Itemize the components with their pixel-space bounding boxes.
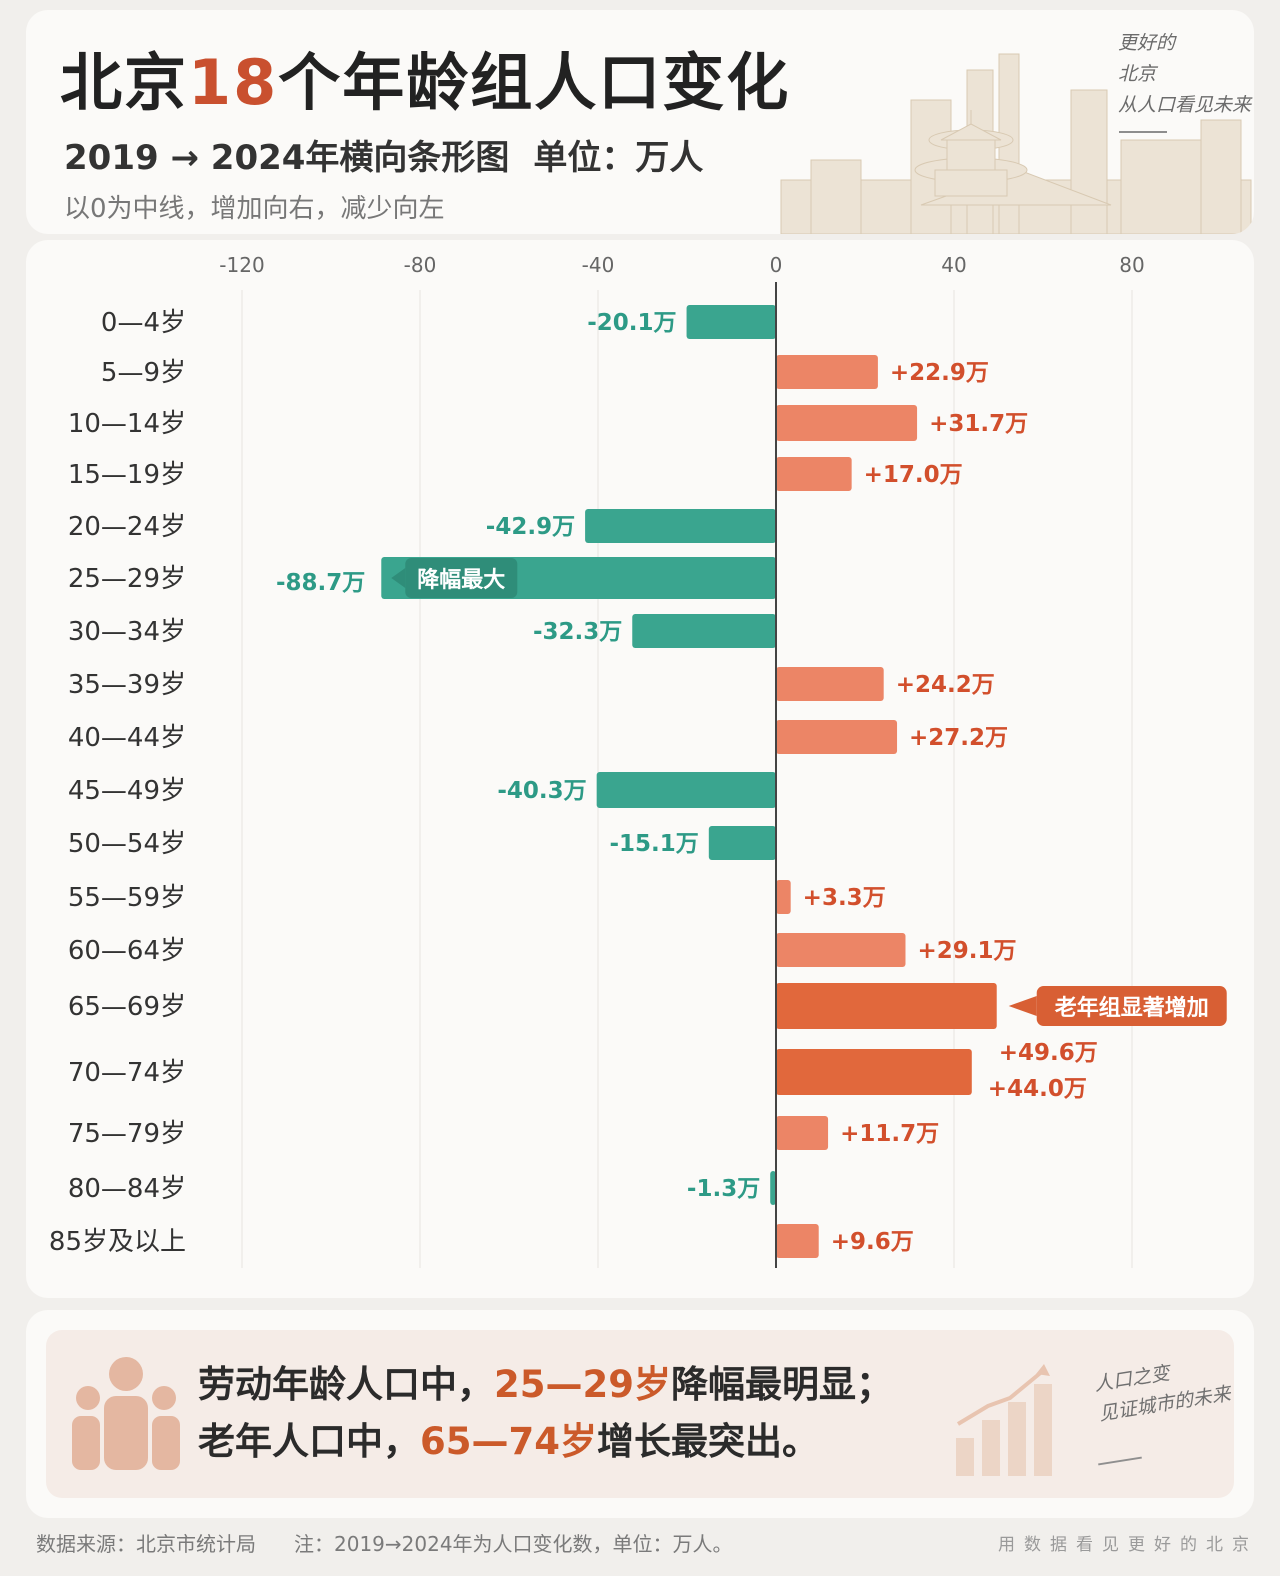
footer-note: 注：2019→2024年为人口变化数，单位：万人。	[294, 1532, 733, 1556]
bar	[596, 772, 776, 808]
category-label: 60—64岁	[68, 936, 186, 966]
bar	[776, 720, 898, 754]
category-label: 75—79岁	[68, 1119, 186, 1149]
summary-panel: 劳动年龄人口中，25—29岁降幅最明显； 老年人口中，65—74岁增长最突出。 …	[46, 1330, 1234, 1498]
callout-box	[1036, 986, 1227, 1026]
value-label: +3.3万	[803, 885, 886, 911]
x-tick-label: 0	[770, 253, 783, 277]
summary-motto: 人口之变 见证城市的未来	[1092, 1349, 1233, 1429]
value-label: +24.2万	[896, 672, 995, 698]
summary-text: 劳动年龄人口中，25—29岁降幅最明显； 老年人口中，65—74岁增长最突出。	[198, 1356, 893, 1470]
category-label: 20—24岁	[68, 512, 186, 542]
category-label: 5—9岁	[101, 358, 186, 388]
page-title: 北京18个年龄组人口变化	[60, 46, 791, 119]
header-motto: 更好的 北京 从人口看见未来	[1118, 28, 1251, 121]
bar	[776, 933, 906, 967]
category-label: 70—74岁	[68, 1058, 186, 1088]
callout-pointer	[391, 568, 406, 588]
data-source: 数据来源：北京市统计局	[36, 1532, 256, 1556]
category-label: 0—4岁	[101, 308, 186, 338]
value-label: -42.9万	[486, 514, 575, 540]
subtitle: 2019 → 2024年横向条形图 单位：万人	[64, 130, 703, 179]
category-label: 85岁及以上	[49, 1227, 186, 1257]
bar	[708, 826, 776, 860]
summary-motto-divider	[1098, 1456, 1142, 1466]
summary-card: 劳动年龄人口中，25—29岁降幅最明显； 老年人口中，65—74岁增长最突出。 …	[26, 1310, 1254, 1518]
value-label: -20.1万	[587, 310, 676, 336]
value-label: +29.1万	[917, 938, 1016, 964]
bar	[776, 667, 884, 701]
motto-line-1: 更好的	[1118, 32, 1176, 54]
category-label: 50—54岁	[68, 829, 186, 859]
footer-slogan: 用数据看见更好的北京	[998, 1535, 1258, 1555]
motto-divider	[1119, 131, 1167, 133]
category-label: 45—49岁	[68, 776, 186, 806]
value-label: +11.7万	[840, 1121, 939, 1147]
summary-line-1: 劳动年龄人口中，25—29岁降幅最明显；	[198, 1363, 893, 1406]
bar	[776, 983, 997, 1029]
value-label: +9.6万	[831, 1229, 914, 1255]
bar	[776, 405, 918, 441]
bar-chart: -120 -80 -40 0 40 80 0—4岁 5—9岁 10—14岁 15—19岁 20—24…	[49, 253, 1227, 1268]
subtitle-text: 2019 → 2024年横向条形图	[64, 138, 510, 178]
value-label: -15.1万	[610, 831, 699, 857]
bar	[776, 355, 878, 389]
value-label: +17.0万	[864, 462, 963, 488]
value-label: -40.3万	[497, 778, 586, 804]
bar	[776, 1116, 829, 1150]
category-label: 40—44岁	[68, 723, 186, 753]
category-label: 30—34岁	[68, 617, 186, 647]
value-label: +27.2万	[909, 725, 1008, 751]
bar	[770, 1171, 776, 1205]
category-label: 15—19岁	[68, 460, 186, 490]
header-card: 北京18个年龄组人口变化 2019 → 2024年横向条形图 单位：万人 以0为中…	[26, 10, 1254, 234]
value-label: -32.3万	[533, 619, 622, 645]
bar	[776, 1049, 972, 1095]
category-label: 35—39岁	[68, 670, 186, 700]
value-label: +44.0万	[988, 1076, 1087, 1102]
callout-pointer	[1008, 996, 1037, 1016]
value-label: -88.7万	[276, 570, 365, 596]
category-label: 55—59岁	[68, 883, 186, 913]
value-label: +31.7万	[929, 411, 1028, 437]
motto-line-3: 从人口看见未来	[1118, 94, 1252, 116]
subtitle-note: 以0为中线，增加向右，减少向左	[64, 194, 445, 224]
bar	[632, 614, 776, 648]
beijing-skyline-illustration	[780, 53, 1252, 234]
callout-label: 老年组显著增加	[1054, 995, 1209, 1021]
callout-label: 降幅最大	[417, 568, 505, 593]
people-group-icon	[72, 1357, 180, 1470]
bar	[585, 509, 776, 543]
x-tick-label: 80	[1119, 253, 1144, 277]
x-tick-label: -120	[219, 253, 264, 277]
bar	[776, 880, 791, 914]
category-label: 65—69岁	[68, 992, 186, 1022]
footer: 数据来源：北京市统计局 注：2019→2024年为人口变化数，单位：万人。	[36, 1528, 733, 1557]
bar	[686, 305, 776, 339]
value-label: +22.9万	[890, 360, 989, 386]
value-label: -1.3万	[687, 1176, 760, 1202]
category-label: 25—29岁	[68, 564, 186, 594]
motto-line-2: 北京	[1118, 63, 1157, 85]
value-label: +49.6万	[999, 1040, 1098, 1066]
callout-box	[405, 558, 518, 598]
growth-chart-icon	[956, 1364, 1052, 1476]
category-label: 80—84岁	[68, 1174, 186, 1204]
bar	[776, 1224, 819, 1258]
chart-card: -120 -80 -40 0 40 80 0—4岁 5—9岁 10—14岁 15—19岁 20—24…	[26, 240, 1254, 1298]
x-tick-label: -40	[582, 253, 615, 277]
category-label: 10—14岁	[68, 409, 186, 439]
summary-line-2: 老年人口中，65—74岁增长最突出。	[198, 1420, 819, 1463]
x-tick-label: -80	[404, 253, 437, 277]
bar	[776, 457, 852, 491]
unit-label: 单位：万人	[533, 138, 704, 178]
x-tick-label: 40	[941, 253, 966, 277]
